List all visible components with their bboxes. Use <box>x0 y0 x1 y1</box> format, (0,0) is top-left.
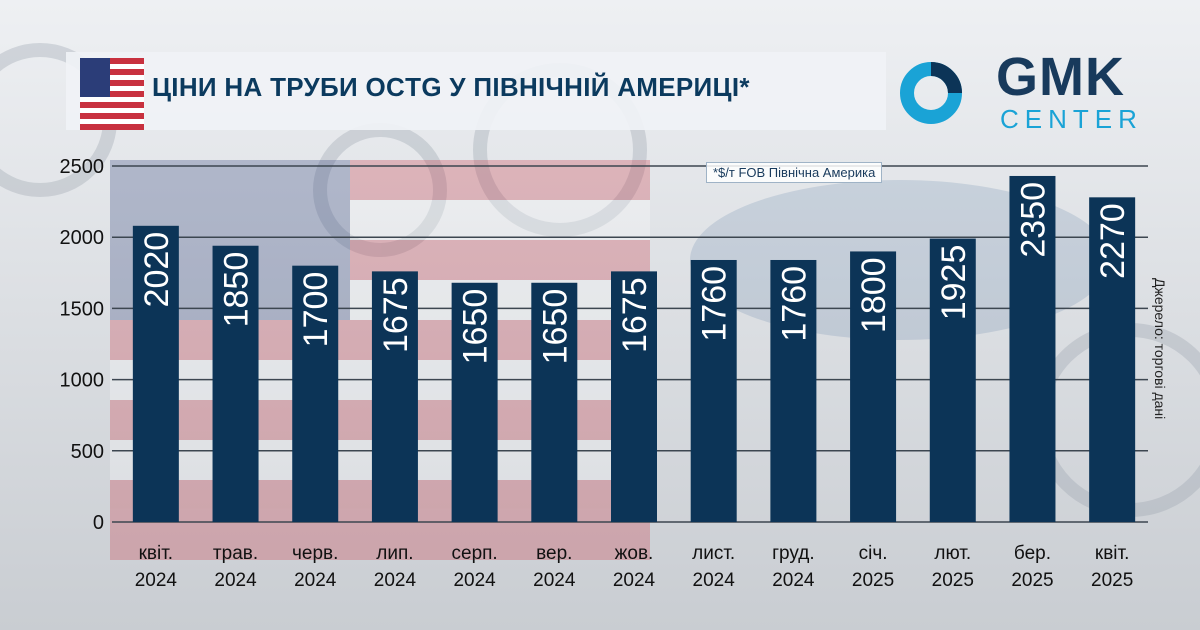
bar <box>929 238 976 522</box>
x-tick-label-year: 2024 <box>533 570 576 591</box>
bar-value-label: 1760 <box>696 266 734 342</box>
x-tick-label-year: 2024 <box>294 570 337 591</box>
x-tick-label-month: бер. <box>1014 543 1051 564</box>
x-tick-label-month: лип. <box>376 543 413 564</box>
x-tick-label-month: січ. <box>859 543 888 564</box>
bar-value-label: 2270 <box>1094 203 1132 279</box>
x-tick-label-month: черв. <box>292 543 338 564</box>
bar <box>292 265 339 522</box>
x-tick-label-month: лют. <box>934 543 971 564</box>
x-tick-label-year: 2025 <box>1011 570 1053 591</box>
bar-value-label: 2350 <box>1014 182 1052 258</box>
x-tick-label-year: 2024 <box>772 570 815 591</box>
x-tick-label-year: 2025 <box>852 570 894 591</box>
bar <box>690 259 737 522</box>
x-tick-label-month: квіт. <box>1095 543 1130 564</box>
x-tick-label-month: квіт. <box>139 543 174 564</box>
x-tick-label-year: 2024 <box>613 570 656 591</box>
x-tick-label-month: груд. <box>772 543 815 564</box>
x-tick-label-month: вер. <box>536 543 572 564</box>
x-tick-label-year: 2024 <box>214 570 257 591</box>
x-tick-label-month: трав. <box>213 543 258 564</box>
bar-value-label: 1700 <box>297 272 335 348</box>
y-tick-label: 1000 <box>60 370 105 392</box>
unit-note: *$/т FOB Північна Америка <box>706 162 883 183</box>
x-tick-label-month: жов. <box>615 543 654 564</box>
bar <box>770 259 817 522</box>
y-tick-label: 1500 <box>60 298 105 320</box>
bar-value-label: 1650 <box>536 289 574 365</box>
bar <box>531 282 578 522</box>
bar <box>132 225 179 523</box>
bar-value-label: 1925 <box>935 245 973 321</box>
bar-value-label: 2020 <box>138 232 176 308</box>
y-tick-label: 2000 <box>60 227 105 249</box>
bar <box>850 251 897 522</box>
bar <box>451 282 498 522</box>
x-tick-label-year: 2024 <box>374 570 417 591</box>
bar-value-label: 1760 <box>775 266 813 342</box>
y-tick-label: 0 <box>93 512 104 534</box>
source-note: Джерело: торгові дані <box>1152 278 1168 420</box>
bar <box>212 245 259 522</box>
title-banner <box>66 52 886 130</box>
x-tick-label-year: 2024 <box>135 570 178 591</box>
bar <box>1089 197 1136 522</box>
x-tick-label-year: 2025 <box>932 570 974 591</box>
bar <box>371 271 418 522</box>
bar-value-label: 1650 <box>457 289 495 365</box>
x-tick-label-year: 2025 <box>1091 570 1133 591</box>
us-flag-icon <box>80 58 144 130</box>
logo-subtitle: CENTER <box>1000 104 1143 134</box>
gmk-logo-icon <box>900 62 962 124</box>
bar-value-label: 1675 <box>377 277 415 353</box>
y-tick-label: 2500 <box>60 156 105 178</box>
bar-value-label: 1675 <box>616 277 654 353</box>
bar-value-label: 1800 <box>855 257 893 333</box>
x-tick-label-year: 2024 <box>453 570 496 591</box>
bar <box>1009 175 1056 522</box>
chart-title: ЦІНИ НА ТРУБИ OCTG У ПІВНІЧНІЙ АМЕРИЦІ* <box>152 72 750 102</box>
x-tick-label-year: 2024 <box>693 570 736 591</box>
logo-wordmark: GMK <box>996 47 1125 107</box>
bar <box>611 271 657 522</box>
x-tick-label-month: серп. <box>452 543 498 564</box>
y-tick-label: 500 <box>71 441 104 463</box>
x-tick-label-month: лист. <box>692 543 735 564</box>
bar-value-label: 1850 <box>218 252 256 328</box>
